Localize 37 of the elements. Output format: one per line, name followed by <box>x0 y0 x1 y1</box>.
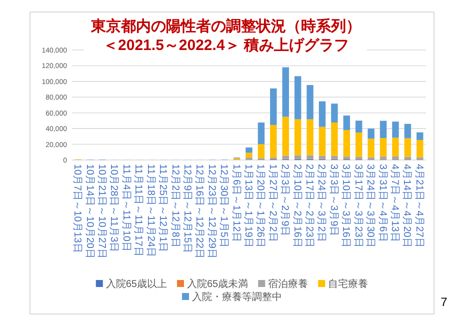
x-tick-label: 10月14日～10月20日 <box>84 164 95 258</box>
x-tick-label: 4月7日～4月13日 <box>388 164 400 242</box>
x-tick-label: 11月18日～11月24日 <box>144 164 156 258</box>
x-tick-label: 10月21日～10月27日 <box>96 164 108 258</box>
legend-label: 自宅療養 <box>328 278 368 290</box>
x-tick-label: 3月24日～3月30日 <box>364 164 376 248</box>
legend-label: 入院・療養等調整中 <box>192 291 282 303</box>
legend-label: 宿泊療養 <box>268 278 308 290</box>
x-tick-label: 2月24日～3月2日 <box>316 164 327 242</box>
chart-subtitle: ＜2021.5～2022.4＞ 積み上げグラフ <box>103 37 349 54</box>
x-tick-label: 11月25日～12月1日 <box>157 164 168 252</box>
x-tick-label: 1月20日～1月26日 <box>254 164 266 248</box>
x-tick-label: 12月2日～12月8日 <box>169 164 180 248</box>
x-tick-label: 1月13日～1月19日 <box>242 164 254 248</box>
text: 7 <box>440 295 448 309</box>
x-tick-label: 12月23日～12月29日 <box>206 164 217 258</box>
legend-label: 入院65歳以上 <box>106 278 167 290</box>
x-tick-label: 10月28日～11月3日 <box>108 164 120 252</box>
x-tick-label: 4月14日～4月20日 <box>401 164 412 248</box>
chart-title: 東京都内の陽性者の調整状況（時系列） <box>90 17 361 35</box>
x-tick-label: 3月3日～3月9日 <box>328 164 339 236</box>
x-tick-label: 12月30日～1月5日 <box>218 164 230 248</box>
x-tick-label: 4月21日～4月27日 <box>413 164 424 248</box>
x-tick-label: 2月10日～2月16日 <box>291 164 302 248</box>
x-tick-label: 2月3日～2月9日 <box>279 164 290 236</box>
x-tick-label: 10月7日～10月13日 <box>72 164 83 253</box>
x-tick-label: 11月4日～11月10日 <box>120 164 132 252</box>
x-tick-label: 11月11日～11月17日 <box>132 164 144 256</box>
x-tick-label: 3月10日～3月16日 <box>340 164 352 248</box>
x-tick-label: 1月6日～1月12日 <box>230 164 242 242</box>
x-tick-label: 3月31日～4月6日 <box>376 164 388 242</box>
legend-label: 入院65歳未満 <box>187 278 248 290</box>
x-tick-label: 2月17日～2月23日 <box>304 164 315 248</box>
x-tick-label: 12月16日～12月22日 <box>194 164 205 258</box>
x-tick-label: 12月9日～12月15日 <box>181 164 192 253</box>
x-tick-label: 1月27日～2月2日 <box>266 164 278 242</box>
x-tick-label: 3月17日～3月23日 <box>352 164 364 248</box>
